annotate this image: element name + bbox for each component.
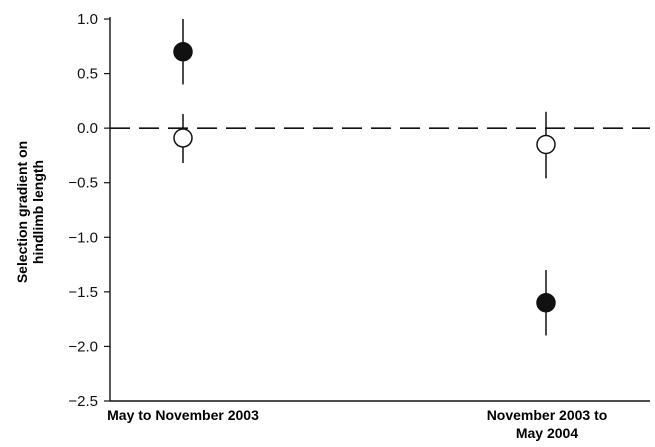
y-tick-label: 0.5 <box>77 66 98 83</box>
y-tick-label: −2.5 <box>68 393 98 410</box>
open-data-point <box>536 134 556 155</box>
y-tick-label: 0.0 <box>77 120 98 137</box>
filled-data-point <box>536 293 556 313</box>
x-category-label: November 2003 to <box>487 407 608 423</box>
y-axis-title-line: Selection gradient on <box>14 141 30 283</box>
y-tick-label: −0.5 <box>68 175 98 192</box>
y-tick-label: −1.5 <box>68 284 98 301</box>
open-data-point <box>173 128 193 148</box>
y-tick-label: 1.0 <box>77 11 98 28</box>
y-axis-title: Selection gradient onhindlimb length <box>14 141 46 283</box>
y-tick-label: −2.0 <box>68 338 98 355</box>
x-axis-category-labels: May to November 2003 November 2003 to May … <box>107 407 607 441</box>
y-axis-ticks: 1.0 0.5 0.0 −0.5 −1.0 −1.5 −2.0 −2.5 <box>68 11 110 410</box>
y-axis-title-line: hindlimb length <box>30 160 46 264</box>
y-tick-label: −1.0 <box>68 229 98 246</box>
x-category-label: May to November 2003 <box>107 407 259 423</box>
data-points <box>173 19 556 336</box>
axes <box>109 17 650 402</box>
y-axis-title-text: Selection gradient onhindlimb length <box>14 141 46 283</box>
x-category-label: May 2004 <box>516 425 578 441</box>
filled-data-point <box>173 41 193 62</box>
